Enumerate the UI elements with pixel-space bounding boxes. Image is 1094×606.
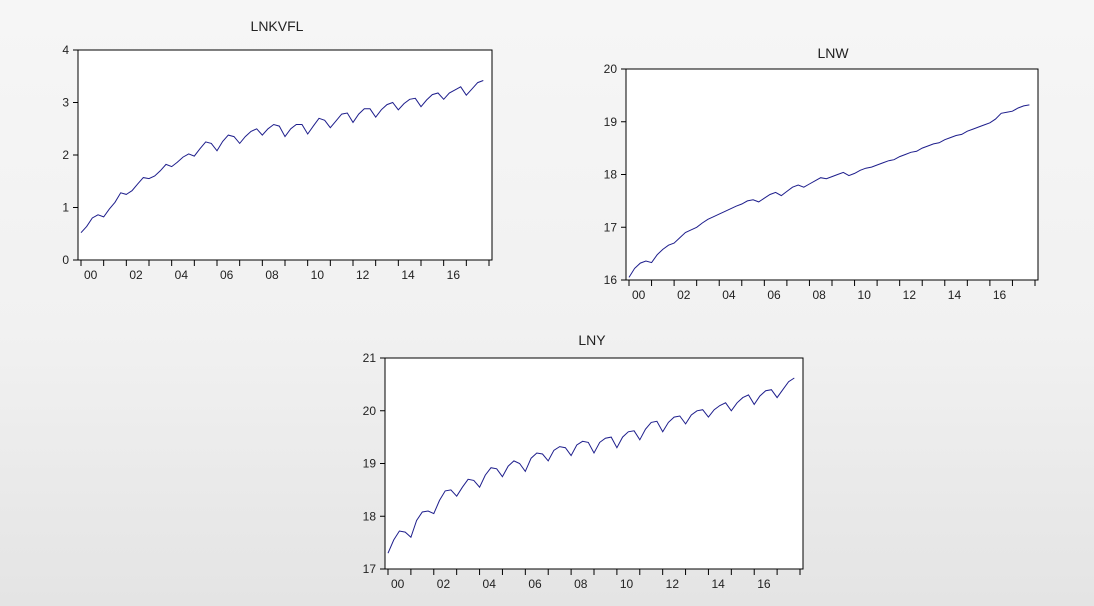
- y-tick-label: 18: [363, 509, 377, 523]
- x-tick-label: 12: [666, 577, 680, 591]
- x-tick-label: 00: [632, 288, 646, 302]
- y-tick-label: 17: [363, 562, 377, 576]
- y-tick-label: 16: [604, 273, 618, 287]
- x-tick-label: 02: [437, 577, 451, 591]
- x-tick-label: 02: [129, 268, 143, 282]
- x-tick-label: 10: [858, 288, 872, 302]
- plot-frame: [77, 49, 493, 261]
- x-tick-label: 08: [265, 268, 279, 282]
- x-tick-label: 06: [220, 268, 234, 282]
- y-axis: 16 17 18 19 20: [604, 62, 626, 287]
- y-tick-label: 4: [62, 43, 69, 57]
- x-axis: 00 02 04 06 08 10 12 14 16: [387, 569, 801, 591]
- y-tick-label: 17: [604, 220, 618, 234]
- x-tick-label: 14: [711, 577, 725, 591]
- x-tick-label: 10: [620, 577, 634, 591]
- y-tick-label: 20: [604, 62, 618, 76]
- x-tick-label: 12: [356, 268, 370, 282]
- x-tick-label: 00: [391, 577, 405, 591]
- x-tick-label: 06: [767, 288, 781, 302]
- y-tick-label: 20: [363, 404, 377, 418]
- y-tick-label: 2: [62, 148, 69, 162]
- y-tick-label: 19: [363, 457, 377, 471]
- x-tick-label: 00: [84, 268, 98, 282]
- y-tick-label: 18: [604, 168, 618, 182]
- x-axis: 00 02 04 06 08 10 12 14 16: [628, 280, 1036, 302]
- x-tick-label: 04: [175, 268, 189, 282]
- series-line: [628, 104, 1030, 278]
- chart-lny: LNY 17 18 19 20 21 00 02 04 06 08 10 12 14 16: [363, 332, 804, 591]
- chart-title: LNW: [817, 45, 849, 61]
- x-tick-label: 02: [677, 288, 691, 302]
- x-axis: 00 02 04 06 08 10 12 14 16: [80, 260, 490, 282]
- x-tick-label: 08: [574, 577, 588, 591]
- plot-frame: [625, 68, 1039, 281]
- series-line: [387, 377, 795, 554]
- chart-lnw: LNW 16 17 18 19 20 00 02 04 06 08 10 12 14 16: [604, 45, 1039, 302]
- x-tick-label: 16: [993, 288, 1007, 302]
- y-tick-label: 19: [604, 115, 618, 129]
- x-tick-label: 16: [757, 577, 771, 591]
- x-tick-label: 10: [311, 268, 325, 282]
- x-tick-label: 04: [483, 577, 497, 591]
- y-tick-label: 0: [62, 253, 69, 267]
- y-tick-label: 1: [62, 201, 69, 215]
- x-tick-label: 06: [528, 577, 542, 591]
- x-tick-label: 12: [903, 288, 917, 302]
- x-tick-label: 08: [812, 288, 826, 302]
- y-tick-label: 3: [62, 96, 69, 110]
- y-axis: 0 1 2 3 4: [62, 43, 78, 267]
- y-axis: 17 18 19 20 21: [363, 351, 385, 576]
- plot-frame: [384, 357, 804, 570]
- x-tick-label: 16: [447, 268, 461, 282]
- chart-title: LNY: [578, 332, 606, 348]
- x-tick-label: 14: [948, 288, 962, 302]
- x-tick-label: 04: [722, 288, 736, 302]
- chart-title: LNKVFL: [251, 18, 304, 34]
- x-tick-label: 14: [401, 268, 415, 282]
- y-tick-label: 21: [363, 351, 377, 365]
- series-line: [80, 80, 484, 234]
